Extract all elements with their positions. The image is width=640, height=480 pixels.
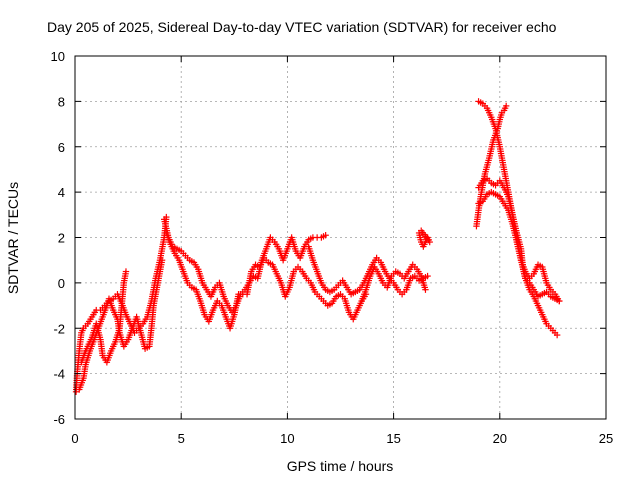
x-tick-label: 10 [280, 431, 294, 446]
y-tick-label: 4 [58, 185, 65, 200]
x-tick-label: 25 [599, 431, 613, 446]
data-point-track-g [422, 286, 429, 293]
x-tick-label: 20 [493, 431, 507, 446]
data-point-track-k [556, 297, 563, 305]
data-point-track-h [418, 227, 425, 234]
chart-title: Day 205 of 2025, Sidereal Day-to-day VTE… [47, 19, 557, 35]
y-tick-label: -4 [53, 367, 65, 382]
y-tick-label: 8 [58, 94, 65, 109]
axis-ticks [74, 55, 607, 420]
y-tick-label: 10 [51, 49, 65, 64]
x-axis-title: GPS time / hours [287, 458, 394, 474]
grid-lines [75, 56, 606, 419]
y-tick-label: 0 [58, 276, 65, 291]
x-tick-label: 0 [71, 431, 78, 446]
data-point-track-i [502, 102, 510, 110]
y-tick-label: -6 [53, 412, 65, 427]
data-point-track-c [122, 268, 130, 275]
data-point-track-d [322, 232, 329, 239]
tick-labels: 0 5 10 15 20 25 -6 -4 -2 0 2 4 6 8 10 [51, 49, 614, 446]
data-markers [72, 98, 563, 395]
data-point-track-b [158, 256, 166, 264]
y-tick-label: 6 [58, 140, 65, 155]
y-axis-title: SDTVAR / TECUs [5, 182, 21, 294]
data-point-track-l [553, 331, 561, 339]
y-tick-label: -2 [53, 321, 65, 336]
data-point-track-f [424, 272, 431, 280]
y-tick-label: 2 [58, 231, 65, 246]
x-tick-label: 5 [178, 431, 185, 446]
x-tick-label: 15 [386, 431, 400, 446]
